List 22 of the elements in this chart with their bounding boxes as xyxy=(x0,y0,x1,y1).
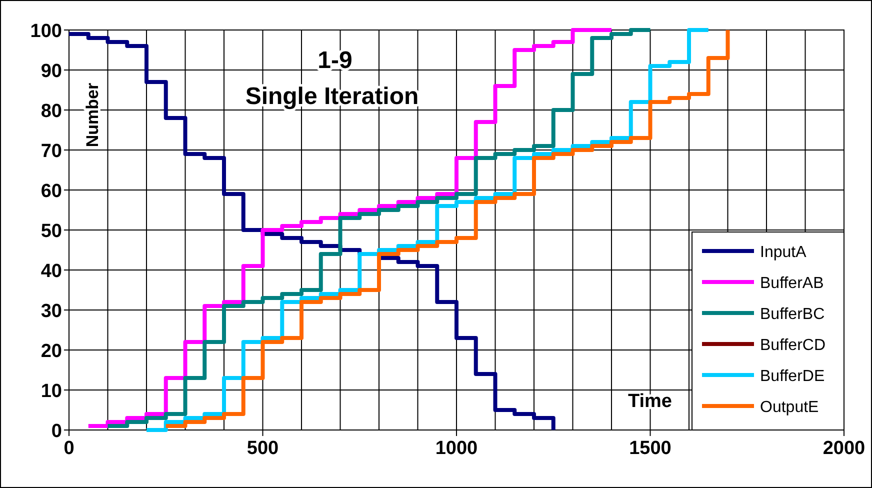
legend-label: BufferDE xyxy=(760,368,825,385)
y-tick-label: 100 xyxy=(30,21,62,42)
x-tick-label: 2000 xyxy=(822,438,866,459)
legend-label: OutputE xyxy=(760,399,819,416)
legend-label: BufferBC xyxy=(760,306,825,323)
y-tick-label: 30 xyxy=(40,301,62,322)
legend-label: BufferCD xyxy=(760,337,826,354)
y-axis-title: Number xyxy=(83,82,102,148)
y-tick-label: 60 xyxy=(40,181,62,202)
y-tick-label: 0 xyxy=(51,421,62,442)
y-tick-label: 40 xyxy=(40,261,62,282)
y-tick-label: 90 xyxy=(40,61,62,82)
y-tick-label: 70 xyxy=(40,141,62,162)
legend-label: InputA xyxy=(760,244,807,261)
y-tick-label: 50 xyxy=(40,221,62,242)
x-tick-label: 500 xyxy=(246,438,279,459)
y-tick-label: 80 xyxy=(40,101,62,122)
legend-label: BufferAB xyxy=(760,275,824,292)
y-tick-label: 20 xyxy=(40,341,62,362)
y-tick-label: 10 xyxy=(40,381,62,402)
x-tick-label: 1000 xyxy=(435,438,478,459)
x-tick-label: 1500 xyxy=(629,438,672,459)
